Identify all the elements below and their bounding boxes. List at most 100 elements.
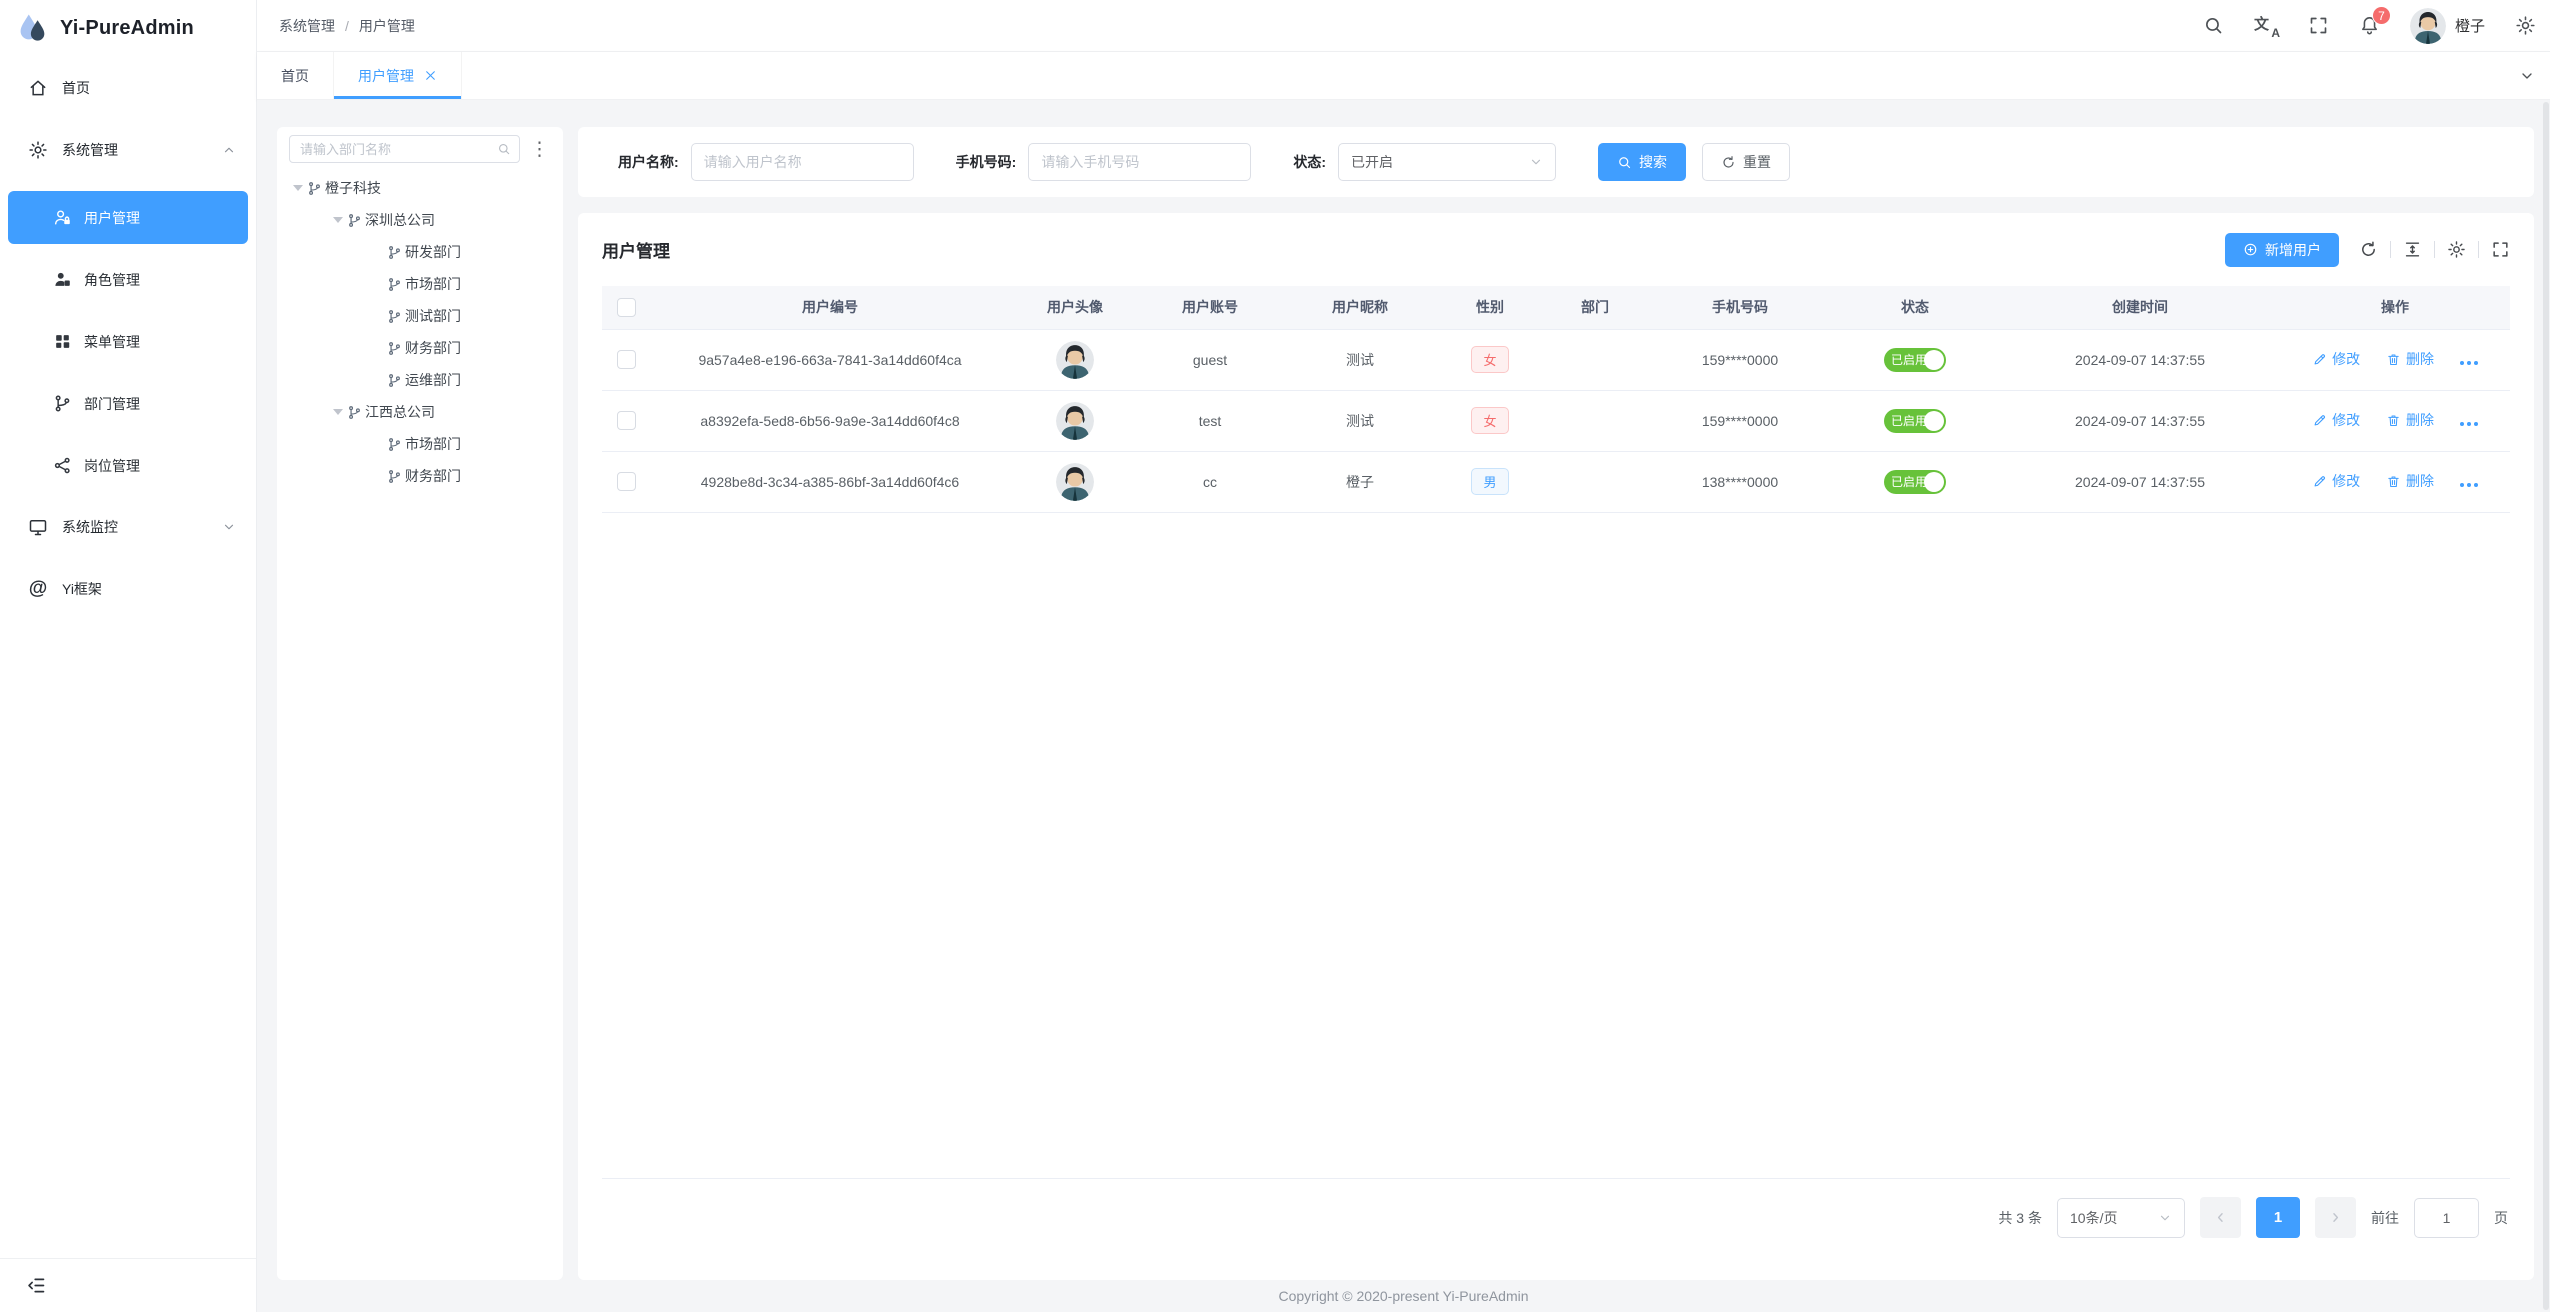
sidebar-item-post-management[interactable]: 岗位管理 xyxy=(8,439,248,492)
delete-button[interactable]: 删除 xyxy=(2386,410,2434,430)
notification-bell[interactable]: 7 xyxy=(2359,6,2391,36)
next-page-button[interactable] xyxy=(2315,1197,2356,1238)
tabs-menu-toggle[interactable] xyxy=(2504,52,2550,99)
phone-cell: 159****0000 xyxy=(1650,390,1830,452)
status-toggle[interactable]: 已启用 xyxy=(1884,469,1946,494)
tab-user-management[interactable]: 用户管理 xyxy=(334,52,462,99)
user-id-cell: 9a57a4e8-e196-663a-7841-3a14dd60f4ca xyxy=(650,329,1010,391)
search-icon[interactable] xyxy=(2203,15,2224,36)
department-tree-panel: ⋮ 橙子科技 深圳总公司 xyxy=(277,127,563,1280)
status-toggle[interactable]: 已启用 xyxy=(1884,347,1946,372)
branch-icon xyxy=(389,309,400,323)
sidebar-item-menu-management[interactable]: 菜单管理 xyxy=(8,315,248,368)
row-checkbox[interactable] xyxy=(616,411,636,430)
delete-button[interactable]: 删除 xyxy=(2386,471,2434,491)
sidebar-item-department-management[interactable]: 部门管理 xyxy=(8,377,248,430)
sidebar-item-label: 系统监控 xyxy=(62,519,118,535)
tree-node[interactable]: 研发部门 xyxy=(289,236,551,268)
goto-unit-label: 页 xyxy=(2494,1209,2508,1226)
column-header: 部门 xyxy=(1540,286,1650,330)
app-logo[interactable]: Yi-PureAdmin xyxy=(0,0,256,56)
tree-node-label: 江西总公司 xyxy=(365,404,435,420)
delete-button[interactable]: 删除 xyxy=(2386,349,2434,369)
chevron-down-icon xyxy=(2160,1215,2170,1220)
table-header-row: 用户编号 用户头像 用户账号 用户昵称 性别 部门 手机号码 状态 创建时间 操… xyxy=(602,286,2510,330)
edit-button[interactable]: 修改 xyxy=(2312,471,2360,491)
user-id-cell: a8392efa-5ed8-6b56-9a9e-3a14dd60f4c8 xyxy=(650,390,1010,452)
pencil-icon xyxy=(2314,414,2326,426)
collapse-sidebar-icon[interactable] xyxy=(26,1275,47,1296)
sidebar-item-yi-framework[interactable]: @ Yi框架 xyxy=(0,563,256,615)
current-page-button[interactable]: 1 xyxy=(2256,1197,2300,1238)
user-menu[interactable]: 橙子 xyxy=(2409,7,2485,44)
row-checkbox[interactable] xyxy=(616,350,636,369)
tree-node[interactable]: 财务部门 xyxy=(289,460,551,492)
page-size-select[interactable]: 10条/页 xyxy=(2057,1197,2185,1238)
edit-button[interactable]: 修改 xyxy=(2312,410,2360,430)
edit-button[interactable]: 修改 xyxy=(2312,349,2360,369)
reset-button[interactable]: 重置 xyxy=(1702,143,1791,181)
breadcrumb: 系统管理 / 用户管理 xyxy=(279,16,415,36)
tree-more-menu-icon[interactable]: ⋮ xyxy=(530,138,549,160)
tree-node[interactable]: 江西总公司 xyxy=(289,396,551,428)
tree-node-label: 橙子科技 xyxy=(325,180,381,196)
tree-node[interactable]: 财务部门 xyxy=(289,332,551,364)
copyright-text: Copyright © 2020-present Yi-PureAdmin xyxy=(1278,1288,1529,1304)
search-button[interactable]: 搜索 xyxy=(1598,143,1687,181)
sidebar-item-label: 部门管理 xyxy=(84,395,140,412)
goto-page-input[interactable] xyxy=(2415,1198,2478,1237)
tree-node[interactable]: 市场部门 xyxy=(289,268,551,300)
column-header: 性别 xyxy=(1440,286,1540,330)
tree-node[interactable]: 市场部门 xyxy=(289,428,551,460)
table-row: a8392efa-5ed8-6b56-9a9e-3a14dd60f4c8 tes… xyxy=(602,390,2510,452)
row-checkbox[interactable] xyxy=(616,472,636,491)
caret-down-icon[interactable] xyxy=(329,409,347,415)
more-actions-icon[interactable] xyxy=(2459,422,2478,427)
sidebar-item-system-management[interactable]: 系统管理 xyxy=(0,124,256,176)
user-lock-icon xyxy=(54,210,71,225)
caret-down-icon[interactable] xyxy=(289,185,307,191)
prev-page-button[interactable] xyxy=(2200,1197,2241,1238)
tab-label: 用户管理 xyxy=(358,67,414,84)
breadcrumb-item[interactable]: 系统管理 xyxy=(279,17,335,34)
sidebar-item-system-monitor[interactable]: 系统监控 xyxy=(0,501,256,553)
more-actions-icon[interactable] xyxy=(2459,483,2478,488)
department-search-box xyxy=(289,135,520,163)
scrollbar-thumb[interactable] xyxy=(2543,102,2549,1310)
refresh-table-icon[interactable] xyxy=(2359,240,2378,259)
status-toggle[interactable]: 已启用 xyxy=(1884,408,1946,433)
department-cell xyxy=(1540,329,1650,391)
tree-node-label: 市场部门 xyxy=(405,436,461,452)
tree-node[interactable]: 橙子科技 xyxy=(289,172,551,204)
sidebar-item-user-management[interactable]: 用户管理 xyxy=(8,191,248,244)
column-settings-gear-icon[interactable] xyxy=(2447,240,2466,259)
sidebar-item-home[interactable]: 首页 xyxy=(0,62,256,114)
home-icon xyxy=(30,80,46,96)
fullscreen-icon[interactable] xyxy=(2308,15,2329,36)
row-density-icon[interactable] xyxy=(2403,240,2422,259)
tree-node[interactable]: 深圳总公司 xyxy=(289,204,551,236)
tree-node[interactable]: 运维部门 xyxy=(289,364,551,396)
settings-gear-icon[interactable] xyxy=(2515,15,2536,36)
select-all-checkbox[interactable] xyxy=(616,297,636,317)
gender-tag: 女 xyxy=(1471,407,1509,434)
pagination-total: 共 3 条 xyxy=(1998,1209,2042,1226)
user-id-cell: 4928be8d-3c34-a385-86bf-3a14dd60f4c6 xyxy=(650,451,1010,513)
username-field[interactable] xyxy=(691,154,913,170)
tab-label: 首页 xyxy=(281,67,309,84)
sidebar-item-role-management[interactable]: 角色管理 xyxy=(8,253,248,306)
table-fullscreen-icon[interactable] xyxy=(2491,240,2510,259)
caret-down-icon[interactable] xyxy=(329,217,347,223)
add-user-button[interactable]: 新增用户 xyxy=(2225,232,2339,267)
tree-node-label: 市场部门 xyxy=(405,276,461,292)
tree-node[interactable]: 测试部门 xyxy=(289,300,551,332)
more-actions-icon[interactable] xyxy=(2459,361,2478,366)
close-tab-icon[interactable] xyxy=(424,69,437,82)
department-search-input[interactable] xyxy=(290,136,519,162)
tab-home[interactable]: 首页 xyxy=(257,52,334,99)
status-select[interactable]: 已开启 xyxy=(1338,143,1557,181)
phone-field[interactable] xyxy=(1029,154,1251,170)
role-person-icon xyxy=(55,272,70,286)
